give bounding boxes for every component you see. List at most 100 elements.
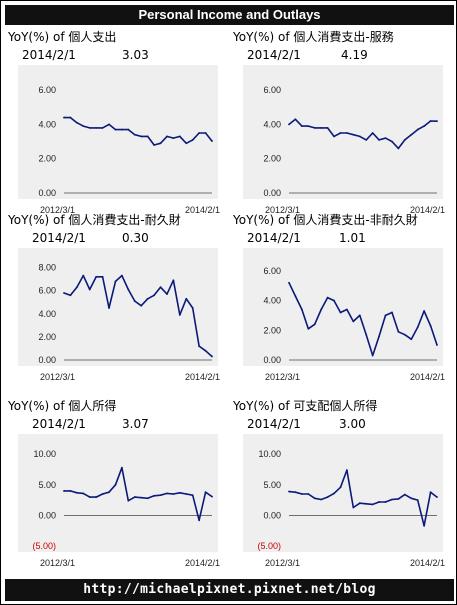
data-point bbox=[391, 311, 393, 314]
line-chart: 10.00 5.00 0.00 (5.00) 2012/3/1 2014/2/1 bbox=[243, 434, 445, 568]
latest-date: 2014/2/1 bbox=[32, 417, 86, 431]
data-point bbox=[159, 286, 162, 289]
latest-date: 2014/2/1 bbox=[32, 231, 86, 245]
plot-area bbox=[18, 248, 218, 366]
data-point bbox=[146, 135, 149, 138]
page-title: Personal Income and Outlays bbox=[5, 5, 454, 25]
latest-date: 2014/2/1 bbox=[22, 48, 76, 62]
data-point bbox=[95, 126, 98, 129]
chart-title: YoY(%) of 個人消費支出-非耐久財 bbox=[233, 213, 418, 227]
chart-panel-personal-spending: YoY(%) of 個人支出 2014/2/1 3.03 6.00 4.00 2.0… bbox=[8, 29, 228, 217]
data-point bbox=[307, 493, 310, 495]
y-tick-label: 4.00 bbox=[263, 296, 281, 306]
data-point bbox=[198, 345, 201, 348]
data-point bbox=[294, 295, 297, 298]
data-point bbox=[436, 496, 438, 498]
data-point bbox=[423, 524, 426, 527]
chart-panel-durable-goods: YoY(%) of 個人消費支出-耐久財 2014/2/1 0.30 8.00 6… bbox=[8, 212, 228, 400]
plot-area bbox=[243, 65, 443, 199]
y-tick-label: 2.00 bbox=[38, 332, 56, 342]
data-point bbox=[204, 132, 207, 134]
data-point bbox=[378, 335, 380, 338]
data-point bbox=[133, 133, 136, 136]
data-point bbox=[346, 308, 348, 311]
data-point bbox=[146, 297, 149, 300]
data-point bbox=[108, 307, 110, 309]
latest-value: 4.19 bbox=[341, 48, 368, 62]
data-point bbox=[346, 132, 348, 134]
series-line bbox=[63, 274, 213, 358]
y-tick-label: 0.00 bbox=[263, 188, 281, 198]
chart-panel-personal-income: YoY(%) of 個人所得 2014/2/1 3.07 10.00 5.00 0.… bbox=[8, 398, 228, 586]
data-point bbox=[82, 492, 85, 495]
data-point bbox=[300, 493, 303, 495]
latest-value: 1.01 bbox=[339, 231, 366, 245]
series-line bbox=[288, 469, 438, 527]
latest-value: 0.30 bbox=[122, 231, 149, 245]
data-point bbox=[371, 132, 374, 134]
data-point bbox=[69, 116, 72, 119]
y-tick-label: 0.00 bbox=[38, 355, 56, 365]
data-point bbox=[121, 466, 123, 469]
data-point bbox=[429, 491, 432, 494]
data-point bbox=[352, 133, 355, 136]
data-point bbox=[333, 135, 335, 138]
data-point bbox=[63, 490, 65, 492]
series-line bbox=[64, 466, 213, 522]
data-point bbox=[423, 310, 426, 312]
data-point bbox=[378, 138, 380, 141]
data-point bbox=[391, 140, 393, 143]
data-point bbox=[178, 314, 181, 316]
data-point bbox=[69, 294, 72, 297]
data-point bbox=[288, 490, 290, 493]
data-point bbox=[166, 293, 168, 296]
data-point bbox=[140, 496, 143, 499]
data-point bbox=[320, 126, 323, 129]
data-point bbox=[294, 118, 297, 121]
data-point bbox=[352, 320, 355, 323]
data-point bbox=[178, 135, 181, 138]
data-point bbox=[191, 307, 194, 309]
data-point bbox=[101, 275, 104, 278]
data-point bbox=[371, 354, 374, 357]
x-tick-label-end: 2014/2/1 bbox=[185, 558, 220, 568]
data-point bbox=[185, 142, 188, 145]
data-point bbox=[397, 497, 400, 500]
data-point bbox=[339, 132, 342, 134]
y-tick-label: 10.00 bbox=[258, 449, 281, 459]
data-point bbox=[166, 492, 168, 495]
data-point bbox=[153, 294, 155, 297]
data-point bbox=[211, 495, 213, 498]
data-point bbox=[358, 314, 361, 317]
x-tick-label-end: 2014/2/1 bbox=[410, 372, 445, 382]
data-point bbox=[429, 120, 432, 122]
data-point bbox=[166, 135, 168, 138]
y-tick-label: 4.00 bbox=[38, 119, 56, 129]
data-point bbox=[159, 142, 162, 145]
data-point bbox=[172, 137, 175, 140]
data-point bbox=[185, 493, 188, 495]
y-tick-label: 0.00 bbox=[38, 510, 56, 520]
line-chart: 6.00 4.00 2.00 0.00 2012/3/1 2014/2/1 bbox=[243, 248, 445, 382]
line-chart: 6.00 4.00 2.00 0.00 2012/3/1 2014/2/1 bbox=[243, 65, 445, 215]
chart-title: YoY(%) of 個人支出 bbox=[8, 30, 117, 44]
series-line bbox=[288, 118, 438, 150]
blog-url-footer[interactable]: http://michaelpixnet.pixnet.net/blog bbox=[5, 579, 454, 601]
data-point bbox=[365, 502, 368, 505]
data-point bbox=[300, 125, 303, 128]
y-tick-label: 6.00 bbox=[263, 85, 281, 95]
data-point bbox=[172, 493, 175, 495]
latest-date: 2014/2/1 bbox=[247, 417, 301, 431]
data-point bbox=[397, 330, 400, 333]
y-tick-label: 0.00 bbox=[38, 188, 56, 198]
y-tick-label: 0.00 bbox=[263, 355, 281, 365]
y-tick-label: 6.00 bbox=[38, 85, 56, 95]
data-point bbox=[101, 126, 104, 129]
data-point bbox=[63, 116, 65, 119]
y-tick-label: 4.00 bbox=[38, 309, 56, 319]
y-tick-label: (5.00) bbox=[257, 541, 281, 551]
data-point bbox=[352, 506, 355, 509]
x-tick-label-start: 2012/3/1 bbox=[265, 205, 300, 215]
data-point bbox=[172, 279, 175, 282]
